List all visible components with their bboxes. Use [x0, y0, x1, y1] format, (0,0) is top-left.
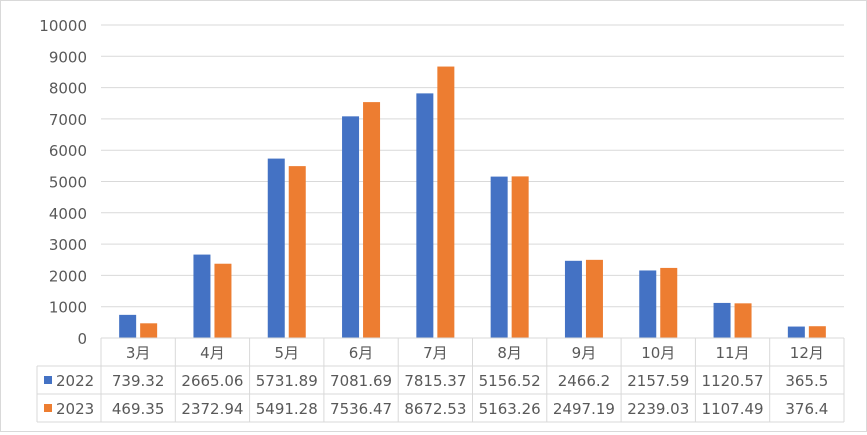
bar-2022-9月	[564, 260, 582, 338]
legend-key-2023	[44, 404, 52, 412]
data-label-2022-5月: 5731.89	[256, 372, 318, 390]
data-label-2023-7月: 8672.53	[404, 400, 466, 418]
bar-2023-8月	[511, 176, 529, 338]
data-label-2023-8月: 5163.26	[479, 400, 541, 418]
y-tick-label: 6000	[49, 142, 87, 160]
bar-2022-7月	[416, 93, 434, 338]
data-label-2022-8月: 5156.52	[479, 372, 541, 390]
y-tick-label: 1000	[49, 299, 87, 317]
x-tick-label: 11月	[716, 344, 750, 362]
bar-2022-4月	[193, 254, 211, 338]
x-tick-label: 3月	[126, 344, 151, 362]
data-label-2023-12月: 376.4	[785, 400, 828, 418]
bar-2023-12月	[808, 326, 826, 338]
data-label-2023-9月: 2497.19	[553, 400, 615, 418]
y-tick-label: 10000	[39, 17, 87, 35]
bar-2023-9月	[585, 259, 603, 338]
y-tick-label: 3000	[49, 236, 87, 254]
data-label-2023-6月: 7536.47	[330, 400, 392, 418]
data-label-2022-11月: 1120.57	[702, 372, 764, 390]
y-axis-labels: 0 1000 2000 3000 4000 5000 6000 7000 8000 9000 100…	[39, 17, 87, 348]
y-tick-label: 0	[77, 330, 87, 348]
data-label-2023-3月: 469.35	[112, 400, 165, 418]
data-label-2022-3月: 739.32	[112, 372, 165, 390]
gridlines	[101, 24, 844, 339]
x-tick-label: 8月	[497, 344, 522, 362]
x-tick-label: 12月	[790, 344, 824, 362]
x-tick-label: 9月	[572, 344, 597, 362]
bar-2023-7月	[437, 66, 455, 339]
data-label-2022-6月: 7081.69	[330, 372, 392, 390]
bar-2022-12月	[787, 326, 805, 338]
y-tick-label: 4000	[49, 205, 87, 223]
y-tick-label: 5000	[49, 174, 87, 192]
bar-2022-5月	[267, 158, 285, 338]
y-tick-label: 9000	[49, 48, 87, 66]
bar-2022-11月	[713, 302, 731, 338]
bar-2022-6月	[342, 116, 360, 338]
bar-2023-3月	[140, 323, 158, 338]
bar-2023-4月	[214, 263, 232, 338]
x-tick-label: 4月	[200, 344, 225, 362]
data-label-2022-4月: 2665.06	[181, 372, 243, 390]
legend-label-2023: 2023	[56, 400, 94, 418]
bar-2022-10月	[639, 270, 657, 338]
bar-2023-5月	[288, 166, 306, 338]
y-tick-label: 7000	[49, 111, 87, 129]
bar-2023-10月	[660, 267, 678, 338]
data-label-2022-12月: 365.5	[785, 372, 828, 390]
bar-2023-6月	[363, 102, 381, 338]
x-tick-label: 10月	[641, 344, 675, 362]
bars	[119, 66, 826, 339]
data-label-2023-5月: 5491.28	[256, 400, 318, 418]
bar-2022-3月	[119, 314, 137, 338]
data-label-2023-4月: 2372.94	[181, 400, 243, 418]
legend-label-2022: 2022	[56, 372, 94, 390]
bar-2022-8月	[490, 176, 508, 338]
data-label-2022-9月: 2466.2	[558, 372, 611, 390]
y-tick-label: 2000	[49, 267, 87, 285]
x-tick-label: 7月	[423, 344, 448, 362]
data-label-2022-10月: 2157.59	[627, 372, 689, 390]
y-tick-label: 8000	[49, 80, 87, 98]
legend-key-2022	[44, 376, 52, 384]
x-tick-label: 5月	[274, 344, 299, 362]
data-label-2023-10月: 2239.03	[627, 400, 689, 418]
data-table: 3月 4月 5月 6月 7月 8月 9月 10月 11月 12月 2022 739.32 2665.06…	[36, 337, 845, 423]
bar-2023-11月	[734, 303, 752, 338]
data-label-2022-7月: 7815.37	[404, 372, 466, 390]
data-label-2023-11月: 1107.49	[702, 400, 764, 418]
x-tick-label: 6月	[349, 344, 374, 362]
